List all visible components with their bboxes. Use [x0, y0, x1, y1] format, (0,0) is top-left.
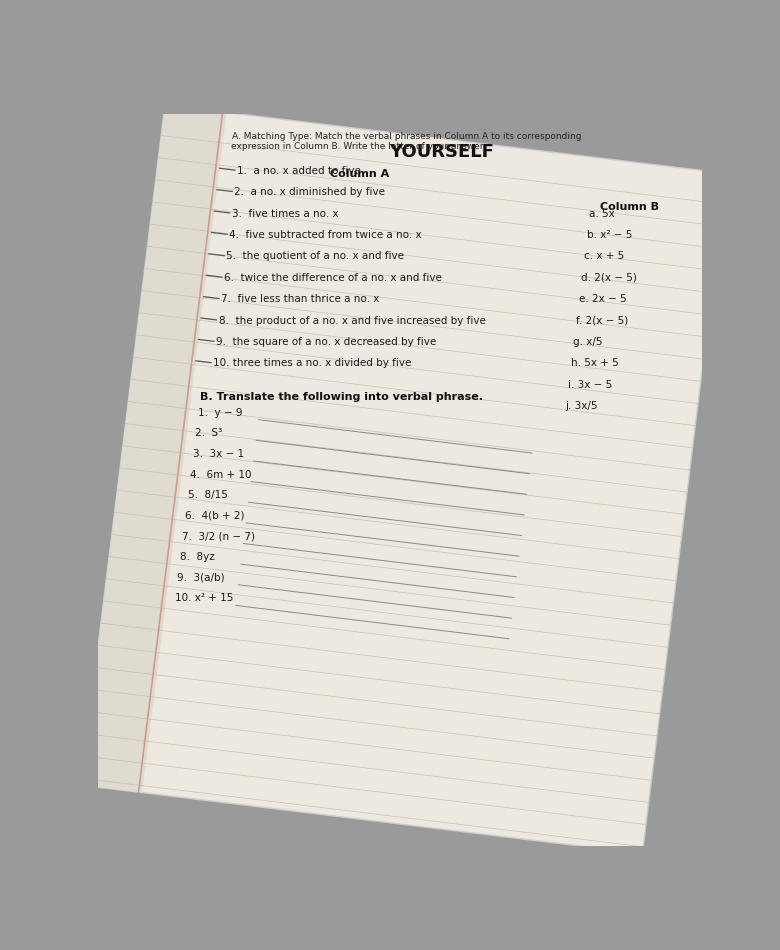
Text: j. 3x/5: j. 3x/5	[566, 401, 598, 411]
Text: A. Matching Type: Match the verbal phrases in Column A to its corresponding: A. Matching Type: Match the verbal phras…	[232, 132, 581, 142]
Text: 2.  a no. x diminished by five: 2. a no. x diminished by five	[235, 187, 385, 197]
Polygon shape	[81, 104, 226, 792]
Text: 3.  3x − 1: 3. 3x − 1	[193, 449, 244, 459]
Text: 7.  five less than thrice a no. x: 7. five less than thrice a no. x	[222, 294, 380, 304]
Text: 7.  3/2 (n − 7): 7. 3/2 (n − 7)	[183, 531, 256, 542]
Text: a. 5x: a. 5x	[590, 209, 615, 218]
Text: 5.  8/15: 5. 8/15	[187, 490, 228, 500]
Text: h. 5x + 5: h. 5x + 5	[571, 358, 619, 369]
Text: expression in Column B. Write the letter of your answer: expression in Column B. Write the letter…	[231, 142, 483, 151]
Text: 1.  y − 9: 1. y − 9	[198, 408, 243, 418]
Text: i. 3x − 5: i. 3x − 5	[568, 380, 612, 389]
Text: 2.  S³: 2. S³	[195, 428, 222, 438]
Polygon shape	[81, 104, 726, 854]
Text: 4.  five subtracted from twice a no. x: 4. five subtracted from twice a no. x	[229, 230, 422, 240]
Text: 5.  the quotient of a no. x and five: 5. the quotient of a no. x and five	[226, 252, 405, 261]
Text: 3.  five times a no. x: 3. five times a no. x	[232, 208, 339, 219]
Text: 6.  4(b + 2): 6. 4(b + 2)	[185, 511, 245, 521]
Text: f. 2(x − 5): f. 2(x − 5)	[576, 315, 629, 326]
Text: B. Translate the following into verbal phrase.: B. Translate the following into verbal p…	[200, 392, 483, 403]
Text: e. 2x − 5: e. 2x − 5	[579, 294, 626, 304]
Text: YOURSELF: YOURSELF	[389, 142, 494, 161]
Text: 8.  8yz: 8. 8yz	[180, 552, 214, 562]
Text: g. x/5: g. x/5	[573, 337, 603, 347]
Text: 10. x² + 15: 10. x² + 15	[175, 594, 233, 603]
Text: 4.  6m + 10: 4. 6m + 10	[190, 469, 252, 480]
Text: 9.  3(a/b): 9. 3(a/b)	[177, 573, 225, 582]
Text: d. 2(x − 5): d. 2(x − 5)	[581, 273, 637, 283]
Text: 8.  the product of a no. x and five increased by five: 8. the product of a no. x and five incre…	[218, 315, 485, 326]
Text: Column B: Column B	[600, 202, 659, 212]
Text: 9.  the square of a no. x decreased by five: 9. the square of a no. x decreased by fi…	[216, 337, 436, 347]
Text: 6.  twice the difference of a no. x and five: 6. twice the difference of a no. x and f…	[224, 273, 441, 283]
Text: 1.  a no. x added to five: 1. a no. x added to five	[237, 165, 361, 176]
Text: Column A: Column A	[331, 169, 390, 179]
Text: c. x + 5: c. x + 5	[584, 252, 624, 261]
Text: b. x² − 5: b. x² − 5	[587, 230, 632, 240]
Text: 10. three times a no. x divided by five: 10. three times a no. x divided by five	[213, 358, 412, 369]
